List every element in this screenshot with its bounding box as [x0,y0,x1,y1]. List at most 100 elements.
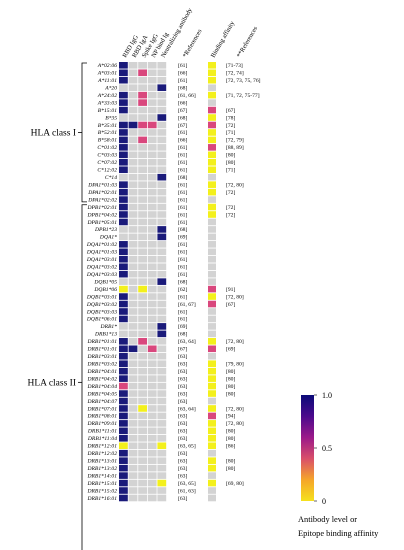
heatmap-cell [119,308,128,315]
allele-label: DPA1*01:03 [87,182,117,188]
heatmap-cell [138,315,147,323]
heatmap-cell [119,144,128,151]
heatmap-cell [119,106,128,114]
heatmap-cell [157,367,167,375]
heatmap-cell [128,308,138,315]
heatmap-cell [119,129,128,136]
heatmap-cell [147,255,157,263]
heatmap-cell [138,255,147,263]
allele-label: DQA1*03:01 [86,257,117,263]
reference-label: [66] [178,71,187,77]
binding-affinity-cell [208,479,216,487]
heatmap-cell [147,241,157,248]
binding-affinity-cell [208,203,216,211]
reference-label: [63] [178,391,187,397]
heatmap-cell [119,360,128,367]
reference-label: [63, 65] [178,481,196,487]
allele-label: DRB1*15:02 [86,488,117,494]
heatmap-cell [119,255,128,263]
heatmap-cell [119,390,128,397]
heatmap-cell [119,375,128,382]
binding-affinity-cell [208,278,216,285]
heatmap-cell [138,233,147,241]
binding-affinity-cell [208,129,216,136]
allele-label: C*01:02 [97,145,117,151]
reference-label: [61] [178,317,187,323]
reference-label: [63] [178,414,187,420]
heatmap-cell [128,129,138,136]
heatmap-cell [128,233,138,241]
heatmap-cell [138,84,147,91]
heatmap-cell [147,158,157,166]
heatmap-cell [119,457,128,464]
heatmap-cell [128,345,138,353]
heatmap-cell [157,382,167,390]
allele-label: DRB1*13 [94,332,117,338]
heatmap-cell [157,69,167,77]
reference-label: [62] [178,287,187,293]
heatmap-cell [157,397,167,405]
heatmap-cell [128,442,138,450]
heatmap-cell [147,196,157,203]
heatmap-cell [128,479,138,487]
reference-label: [68] [178,115,187,121]
heatmap-cell [128,226,138,233]
reference-label: [67] [178,347,187,353]
binding-affinity-cell [208,211,216,218]
binding-reference-label: [72] [226,123,235,129]
heatmap-cell [119,367,128,375]
heatmap-cell [157,330,167,338]
heatmap-cell [157,494,167,502]
allele-label: DQA1*03:02 [86,265,117,271]
binding-reference-label: [80] [226,466,235,472]
binding-affinity-column [208,62,216,502]
heatmap-cell [119,352,128,360]
binding-affinity-cell [208,323,216,330]
heatmap-cell [128,181,138,188]
heatmap-cell [119,420,128,427]
heatmap-cell [128,99,138,106]
reference-label: [63] [178,421,187,427]
colorbar-gradient [301,395,314,501]
heatmap-cell [128,494,138,502]
heatmap-cell [157,308,167,315]
heatmap-cell [147,136,157,144]
heatmap-cell [119,233,128,241]
heatmap-cell [119,84,128,91]
binding-affinity-cell [208,464,216,472]
binding-affinity-cell [208,233,216,241]
heatmap-cell [128,338,138,345]
heatmap-cell [147,442,157,450]
heatmap-cell [119,315,128,323]
allele-label: B*35:01 [98,123,117,129]
heatmap-cell [128,136,138,144]
binding-reference-label: [86] [226,444,235,450]
heatmap-cell [157,218,167,226]
allele-label: DRB1*13:02 [86,466,117,472]
allele-label: A*33:03 [97,100,117,106]
heatmap-grid [119,62,167,502]
heatmap-cell [157,181,167,188]
heatmap-cell [157,487,167,494]
heatmap-cell [128,173,138,181]
heatmap-cell [128,367,138,375]
heatmap-cell [128,91,138,99]
heatmap-cell [119,69,128,77]
heatmap-cell [138,352,147,360]
binding-reference-label: [91] [226,287,235,293]
heatmap-cell [147,435,157,442]
reference-label: [67] [178,108,187,114]
binding-reference-label: [71, 72, 75-77] [226,93,260,99]
heatmap-cell [128,69,138,77]
heatmap-cell [157,457,167,464]
reference-label: [63, 64] [178,406,196,412]
heatmap-cell [147,181,157,188]
heatmap-cell [157,442,167,450]
binding-reference-label: [69] [226,347,235,353]
allele-label: DRB1*03:01 [86,354,117,360]
heatmap-cell [128,360,138,367]
heatmap-cell [128,449,138,457]
heatmap-cell [138,472,147,479]
